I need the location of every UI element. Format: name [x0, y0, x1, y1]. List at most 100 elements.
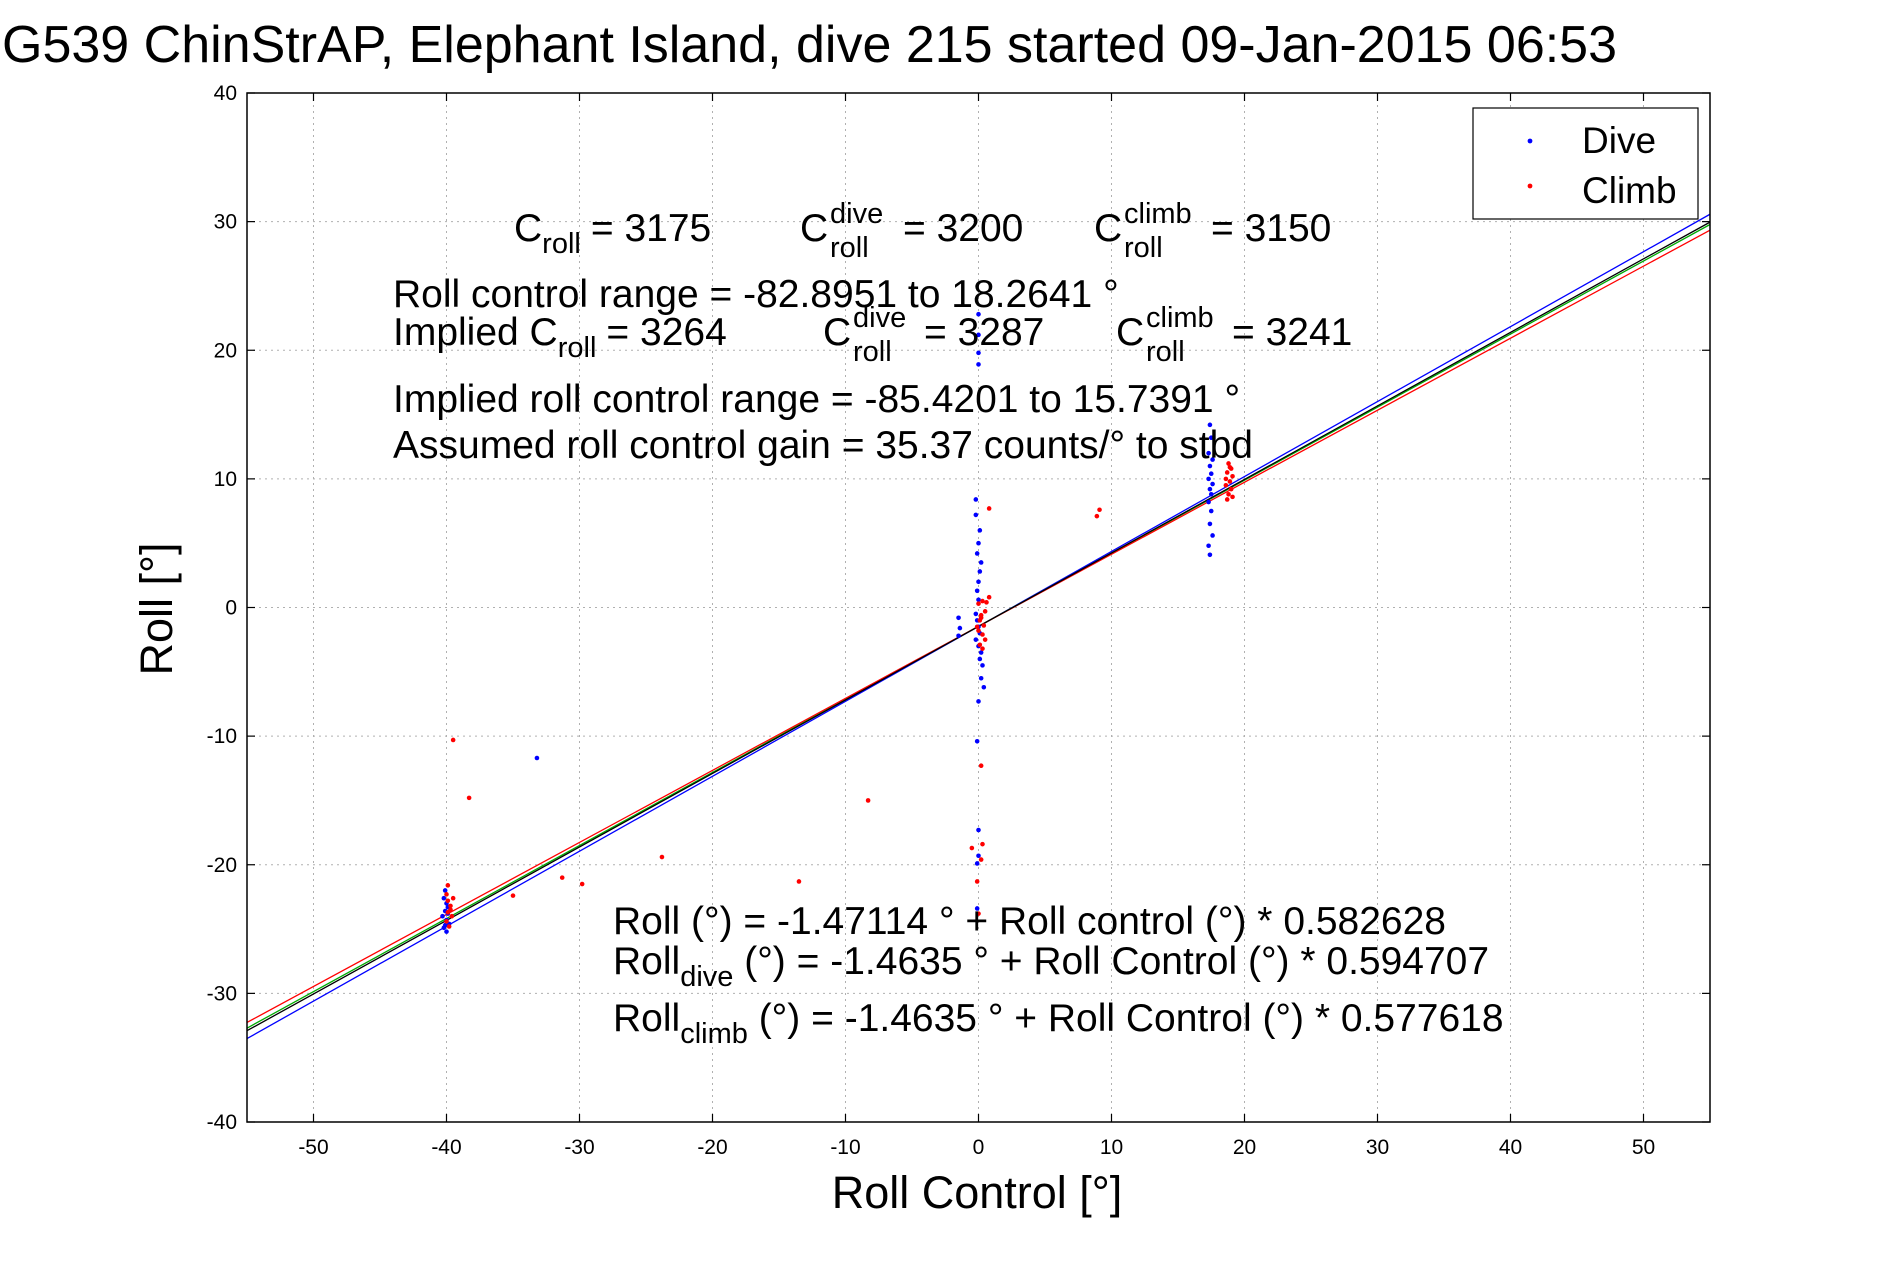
- y-tick-label: -40: [207, 1111, 237, 1134]
- data-point-climb: [1227, 464, 1233, 470]
- data-point-climb: [976, 601, 981, 606]
- data-point-dive: [956, 615, 961, 621]
- data-point-dive: [1207, 552, 1213, 558]
- data-point-dive: [977, 569, 983, 574]
- data-point-climb: [1227, 479, 1233, 484]
- annotation-equation-climb: Rollclimb (°) = -1.4635 ° + Roll Control…: [613, 997, 1504, 1050]
- data-point-climb: [976, 911, 981, 916]
- data-point-dive: [974, 738, 980, 744]
- data-point-climb: [448, 907, 453, 913]
- x-tick-label: -50: [298, 1136, 328, 1159]
- data-point-dive: [1206, 499, 1211, 505]
- data-point-climb: [980, 841, 985, 847]
- data-point-climb: [986, 594, 992, 600]
- data-point-climb: [982, 637, 988, 642]
- data-point-dive: [1206, 450, 1211, 456]
- data-point-dive: [956, 633, 961, 639]
- data-point-climb: [1094, 513, 1100, 519]
- data-point-dive: [1207, 521, 1213, 527]
- data-point-climb: [980, 646, 985, 651]
- data-point-dive: [977, 528, 983, 533]
- chart-title: G539 ChinStrAP, Elephant Island, dive 21…: [2, 16, 1617, 74]
- data-point-climb: [981, 623, 987, 628]
- x-tick-label: -30: [564, 1136, 594, 1159]
- data-point-climb: [449, 913, 455, 919]
- data-point-dive: [441, 895, 447, 901]
- data-point-climb: [466, 795, 472, 801]
- data-point-climb: [984, 600, 989, 605]
- data-point-climb: [579, 881, 585, 887]
- annotation-croll-dive: Cdive roll = 3200: [800, 198, 1023, 264]
- data-point-dive: [974, 551, 980, 556]
- annotation-implied-croll-dive: Cdive roll = 3287: [823, 302, 1044, 368]
- data-point-dive: [440, 913, 445, 919]
- data-point-dive: [1208, 508, 1214, 514]
- annotations: Croll = 3175 Cdive roll = 3200 Cclimb roll = …: [393, 198, 1504, 1050]
- data-point-dive: [976, 853, 981, 859]
- data-point-climb: [982, 609, 988, 614]
- data-point-dive: [974, 906, 980, 911]
- data-point-dive: [444, 929, 449, 934]
- annotation-gain: Assumed roll control gain = 35.37 counts…: [393, 424, 1253, 467]
- data-point-climb: [444, 919, 449, 924]
- data-point-dive: [976, 827, 981, 833]
- data-point-dive: [1208, 471, 1214, 477]
- data-point-dive: [977, 656, 983, 662]
- data-point-dive: [442, 922, 448, 928]
- data-point-climb: [450, 737, 456, 743]
- y-tick-label: 0: [225, 597, 237, 620]
- data-point-climb: [559, 875, 565, 880]
- data-point-dive: [534, 755, 540, 761]
- data-point-dive: [973, 611, 979, 617]
- x-tick-label: 20: [1233, 1136, 1256, 1159]
- data-point-climb: [450, 895, 456, 901]
- data-point-dive: [1207, 486, 1213, 492]
- data-point-climb: [1224, 470, 1230, 475]
- data-point-climb: [974, 624, 980, 630]
- x-axis-label: Roll Control [°]: [832, 1167, 1123, 1218]
- data-point-dive: [976, 597, 981, 603]
- x-tick-label: 30: [1366, 1136, 1389, 1159]
- data-point-climb: [659, 854, 665, 860]
- x-tick-label: 50: [1632, 1136, 1655, 1159]
- legend-label-climb: Climb: [1582, 170, 1677, 211]
- data-point-climb: [974, 879, 980, 884]
- data-point-dive: [978, 675, 984, 681]
- data-point-dive: [1206, 543, 1211, 549]
- data-point-climb: [446, 924, 452, 929]
- data-point-climb: [1224, 497, 1230, 502]
- data-point-climb: [1230, 474, 1235, 479]
- data-point-dive: [1207, 422, 1213, 428]
- data-point-dive: [1206, 476, 1211, 482]
- plot-frame: [246, 92, 1711, 1123]
- x-tick-label: 10: [1100, 1136, 1123, 1159]
- x-tick-label: -10: [830, 1136, 860, 1159]
- data-point-climb: [1228, 486, 1234, 492]
- y-tick-label: -20: [207, 854, 237, 877]
- x-tick-label: -20: [697, 1136, 727, 1159]
- data-point-dive: [957, 625, 963, 631]
- data-point-dive: [980, 663, 985, 668]
- x-tick-label: -40: [431, 1136, 461, 1159]
- y-tick-label: -10: [207, 725, 237, 748]
- annotation-equation-roll: Roll (°) = -1.47114 ° + Roll control (°)…: [613, 900, 1446, 943]
- data-point-dive: [978, 560, 984, 565]
- y-tick-label: 20: [214, 339, 237, 362]
- data-point-climb: [986, 506, 992, 511]
- data-point-climb: [445, 898, 451, 904]
- annotation-croll-climb: Cclimb roll = 3150: [1094, 198, 1331, 264]
- x-tick-label: 0: [973, 1136, 985, 1159]
- data-point-dive: [976, 362, 981, 367]
- data-point-climb: [796, 879, 802, 884]
- data-point-dive: [1207, 463, 1213, 469]
- x-tick-label: 40: [1499, 1136, 1522, 1159]
- data-point-dive: [973, 512, 979, 518]
- data-point-climb: [1097, 507, 1102, 513]
- data-point-dive: [973, 497, 979, 502]
- annotation-implied-croll: Implied Croll = 3264: [393, 311, 727, 364]
- data-point-climb: [978, 857, 984, 862]
- annotation-croll: Croll = 3175: [514, 207, 711, 260]
- legend: Dive Climb: [1472, 107, 1699, 220]
- legend-box: [1472, 107, 1699, 220]
- data-point-climb: [1223, 483, 1229, 488]
